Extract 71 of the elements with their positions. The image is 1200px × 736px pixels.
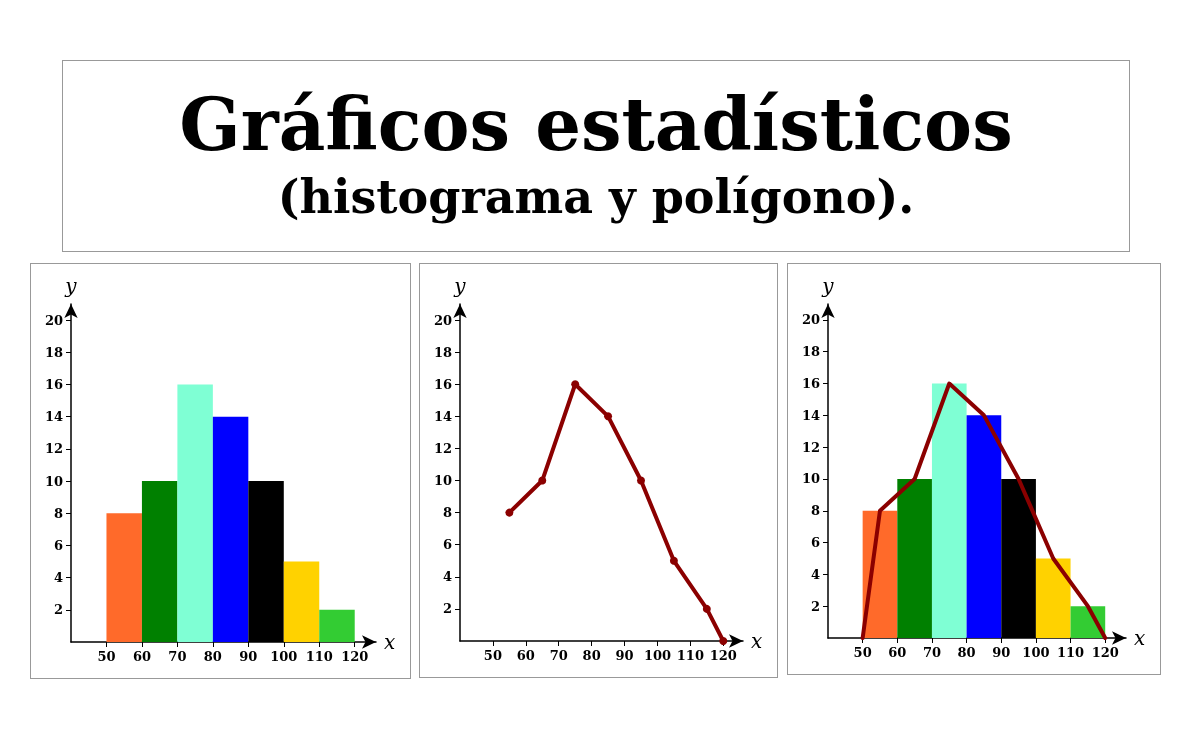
y-tick-label: 2 [53, 602, 63, 618]
x-tick-label: 80 [582, 648, 601, 663]
y-tick-label: 4 [810, 566, 820, 582]
point [702, 604, 711, 613]
x-tick-label: 120 [1091, 645, 1119, 660]
x-tick-label: 110 [1056, 645, 1085, 660]
point [637, 476, 645, 485]
y-tick-label: 8 [810, 503, 820, 519]
y-tick-label: 18 [44, 344, 63, 360]
y-tick-label: 10 [433, 473, 452, 489]
y-tick-label: 16 [44, 376, 63, 392]
x-tick-label: 100 [643, 648, 672, 663]
x-tick-label: 70 [549, 648, 568, 663]
text: (histograma y polígono). [276, 169, 916, 226]
point [719, 637, 728, 645]
point [571, 380, 580, 389]
y-tick-label: 16 [433, 376, 452, 392]
x-tick-label: 60 [888, 645, 907, 660]
x-tick-label: 60 [132, 649, 151, 664]
y-tick-label: 6 [442, 537, 452, 553]
y-tick-label: 20 [433, 312, 452, 328]
y-tick-label: 20 [801, 312, 820, 328]
y-tick-label: 8 [53, 505, 63, 521]
y-tick-label: 2 [442, 601, 452, 617]
y-tick-label: 14 [44, 409, 63, 425]
y-tick-label: 12 [433, 440, 452, 456]
y-tick-label: 12 [801, 439, 820, 455]
y-tick-label: 10 [801, 471, 820, 487]
y-tick-label: 6 [810, 535, 820, 551]
x-tick-label: 60 [516, 648, 535, 663]
y-axis-title: y [821, 274, 835, 298]
point [604, 412, 613, 421]
x-tick-label: 100 [270, 649, 298, 664]
x-axis-title: x [751, 629, 763, 653]
x-tick-label: 120 [709, 648, 737, 663]
y-tick-label: 18 [433, 344, 452, 360]
y-axis-title: y [64, 274, 78, 298]
x-tick-label: 50 [853, 645, 872, 660]
y-tick-label: 10 [44, 473, 63, 489]
x-tick-label: 90 [615, 648, 634, 663]
x-tick-label: 90 [992, 645, 1011, 660]
point [538, 476, 547, 485]
y-tick-label: 14 [433, 408, 452, 424]
y-tick-label: 12 [44, 441, 63, 457]
x-tick-label: 80 [957, 645, 976, 660]
x-tick-label: 50 [97, 649, 116, 664]
y-tick-label: 6 [53, 537, 63, 553]
x-tick-label: 70 [168, 649, 187, 664]
x-axis-title: x [1134, 626, 1146, 650]
y-tick-label: 2 [810, 598, 820, 614]
point [669, 556, 678, 565]
x-tick-label: 90 [239, 649, 258, 664]
x-tick-label: 110 [305, 649, 333, 664]
x-tick-label: 110 [676, 648, 704, 663]
y-tick-label: 4 [53, 570, 63, 586]
y-tick-label: 4 [442, 569, 452, 585]
line-series [860, 381, 1108, 640]
y-tick-label: 14 [801, 407, 820, 423]
y-tick-label: 18 [801, 344, 820, 360]
y-axis-title: y [453, 274, 467, 298]
point [505, 508, 514, 517]
x-tick-label: 120 [341, 649, 369, 664]
y-tick-label: 20 [44, 312, 63, 328]
text: Gráficos estadísticos [178, 82, 1014, 167]
x-axis-title: x [384, 630, 396, 654]
y-tick-label: 8 [442, 505, 452, 521]
y-tick-label: 16 [801, 376, 820, 392]
x-tick-label: 50 [483, 648, 502, 663]
x-tick-label: 70 [922, 645, 941, 660]
x-tick-label: 80 [203, 649, 222, 664]
x-tick-label: 100 [1022, 645, 1050, 660]
